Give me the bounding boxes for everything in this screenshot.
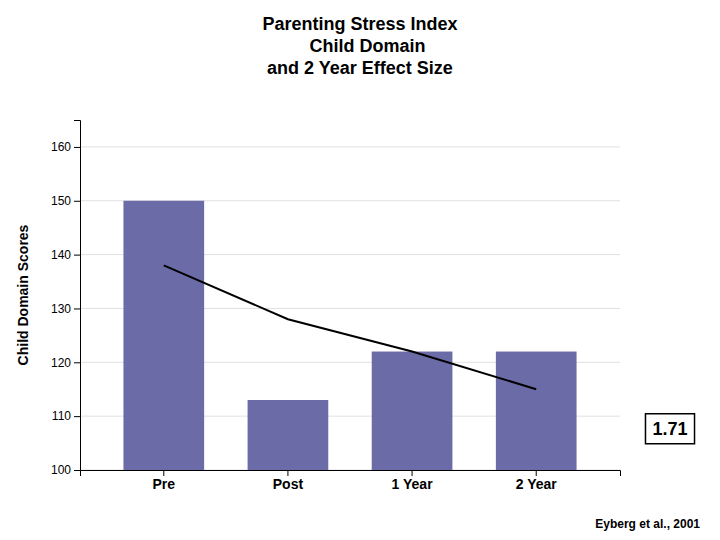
bar [372, 352, 453, 470]
chart-svg: Parenting Stress Index Child Domainand 2… [0, 0, 720, 540]
tick-mark [74, 470, 80, 471]
tick: Post [273, 470, 304, 492]
tick: 110 [52, 409, 80, 423]
tick: 2 Year [516, 470, 558, 492]
tick-mark [74, 362, 80, 363]
bar [123, 201, 204, 470]
title-line: and 2 Year Effect Size [267, 58, 453, 78]
annotation: 1.71 [645, 414, 694, 444]
tick-mark [74, 308, 80, 309]
tick: 1 Year [392, 470, 434, 492]
grid-line [80, 146, 620, 147]
tick: 140 [51, 248, 80, 262]
tick-mark [74, 255, 80, 256]
y-axis: 100 110 120 130 140 150 160 [51, 121, 81, 478]
tick-label: Post [273, 476, 304, 492]
tick: 120 [51, 356, 80, 370]
tick-mark [74, 201, 80, 202]
tick: 150 [51, 194, 80, 208]
bar [496, 352, 577, 470]
tick-label: 160 [51, 140, 71, 154]
citation: Eyberg et al., 2001 [595, 517, 700, 531]
tick: 100 [51, 463, 80, 477]
plot-area: 100 110 120 130 140 150 160 Pre Post 1 Year 2 Year… [51, 121, 695, 540]
y-axis-label: Child Domain Scores [15, 224, 31, 365]
tick-label: 1 Year [392, 476, 434, 492]
tick: Pre [153, 470, 176, 492]
x-axis: Pre Post 1 Year 2 Year [81, 470, 621, 492]
tick-label: Pre [153, 476, 176, 492]
title-line: Parenting Stress Index [262, 14, 457, 34]
tick-label: 110 [52, 409, 71, 423]
tick-label: 140 [51, 248, 71, 262]
chart-container: Parenting Stress Index Child Domainand 2… [0, 0, 720, 540]
bar-series [123, 201, 576, 470]
annotation-text: 1.71 [652, 419, 687, 439]
tick-label: 100 [51, 463, 71, 477]
tick-label: 120 [51, 356, 71, 370]
trend-line [164, 265, 536, 389]
axis-line [74, 121, 81, 471]
title: Parenting Stress Index Child Domainand 2… [262, 14, 457, 78]
tick-label: 130 [51, 302, 71, 316]
marks [123, 201, 576, 470]
tick-label: 2 Year [516, 476, 558, 492]
tick: 130 [51, 302, 80, 316]
tick-mark [74, 416, 80, 417]
tick-label: 150 [51, 194, 71, 208]
bar [248, 400, 329, 470]
annotation-box [645, 414, 694, 444]
tick-mark [74, 147, 80, 148]
tick: 160 [51, 140, 80, 154]
title-line: Child Domain [294, 36, 425, 56]
